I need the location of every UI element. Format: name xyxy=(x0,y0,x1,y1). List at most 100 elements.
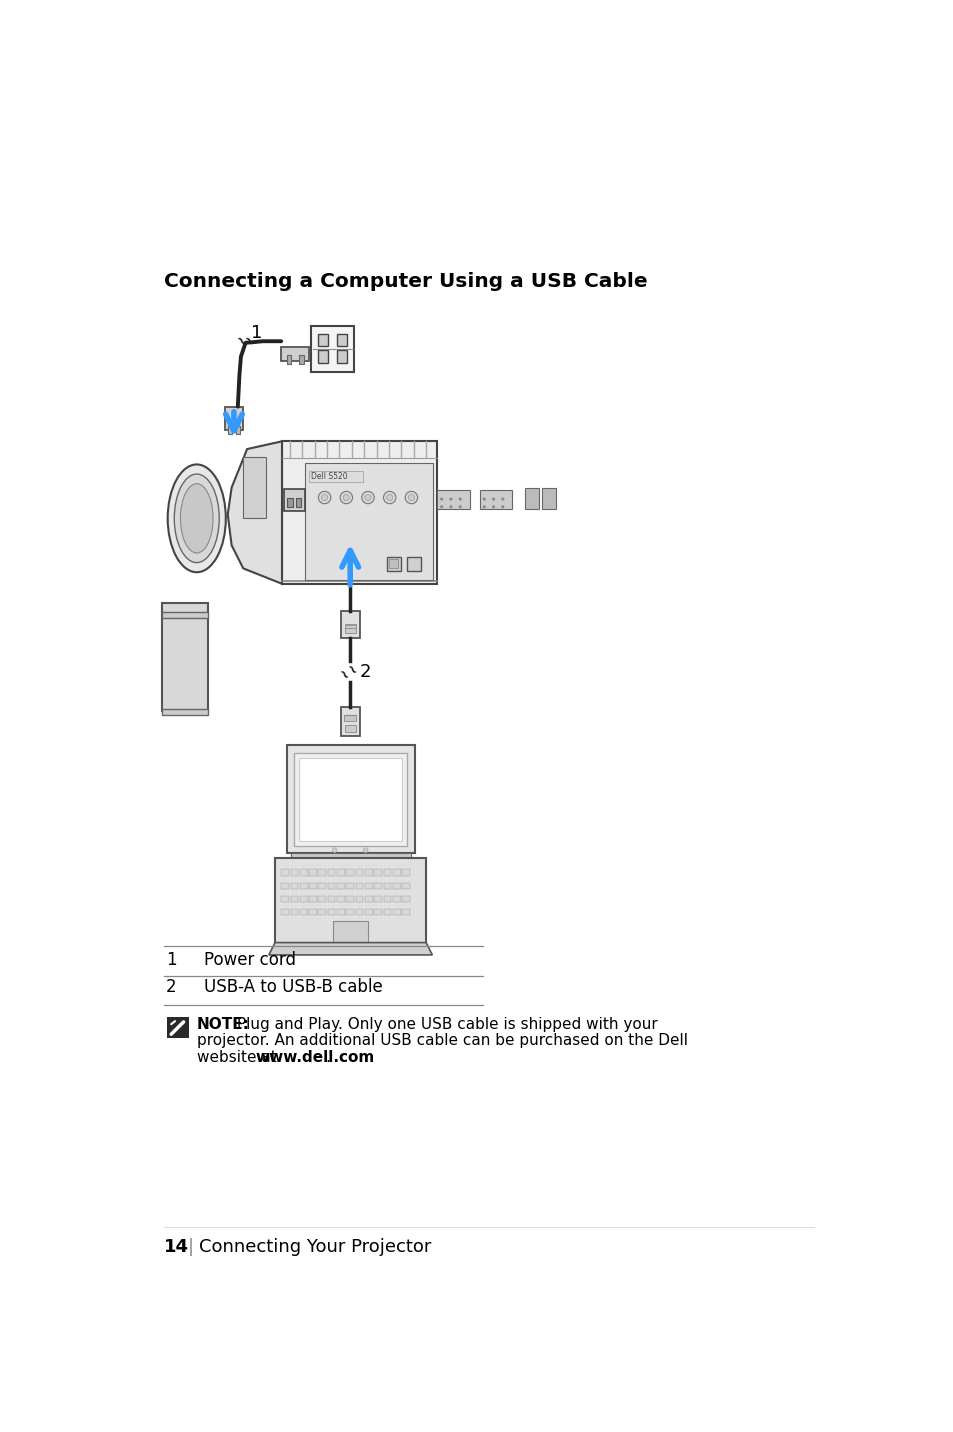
Bar xyxy=(383,909,391,915)
Text: website at: website at xyxy=(196,1051,281,1065)
Bar xyxy=(344,715,356,720)
Circle shape xyxy=(500,497,504,501)
Bar xyxy=(299,909,307,915)
Bar xyxy=(355,895,363,902)
Bar xyxy=(328,909,335,915)
Text: Plug and Play. Only one USB cable is shipped with your: Plug and Play. Only one USB cable is shi… xyxy=(233,1017,658,1031)
Circle shape xyxy=(439,497,443,501)
Text: Connecting Your Projector: Connecting Your Projector xyxy=(199,1239,431,1256)
Bar xyxy=(294,753,406,845)
Circle shape xyxy=(482,505,485,508)
Circle shape xyxy=(482,497,485,501)
Bar xyxy=(299,882,307,889)
Bar xyxy=(336,869,344,875)
Bar xyxy=(374,895,381,902)
Bar xyxy=(305,463,433,580)
Bar xyxy=(291,882,298,889)
Bar xyxy=(365,869,373,875)
Bar xyxy=(393,895,400,902)
Bar xyxy=(318,869,326,875)
Bar xyxy=(402,882,410,889)
Circle shape xyxy=(449,497,452,501)
Bar xyxy=(365,882,373,889)
Bar xyxy=(236,425,240,434)
Bar xyxy=(243,457,266,518)
Bar xyxy=(402,895,410,902)
Bar xyxy=(286,355,291,364)
Bar xyxy=(162,709,208,715)
Circle shape xyxy=(383,491,395,504)
Bar xyxy=(318,882,326,889)
Bar xyxy=(393,909,400,915)
Text: ~: ~ xyxy=(238,334,256,352)
Text: 1: 1 xyxy=(251,324,262,341)
Circle shape xyxy=(343,494,349,501)
Bar xyxy=(383,895,391,902)
Bar xyxy=(355,909,363,915)
Bar xyxy=(167,1017,189,1038)
Bar xyxy=(524,487,537,510)
Polygon shape xyxy=(269,942,432,955)
Bar xyxy=(291,895,298,902)
Ellipse shape xyxy=(180,484,213,553)
Bar xyxy=(281,869,289,875)
Bar xyxy=(318,909,326,915)
Bar xyxy=(298,355,303,364)
Bar xyxy=(291,853,410,858)
Text: 2: 2 xyxy=(166,978,176,997)
Bar xyxy=(318,334,328,347)
Bar xyxy=(386,557,400,571)
Text: USB-A to USB-B cable: USB-A to USB-B cable xyxy=(204,978,383,997)
Bar xyxy=(541,487,555,510)
Bar xyxy=(336,895,344,902)
Text: Dell S520: Dell S520 xyxy=(311,473,348,481)
Bar xyxy=(309,909,316,915)
Bar xyxy=(287,497,293,507)
Bar xyxy=(393,882,400,889)
Bar xyxy=(286,746,415,853)
Bar xyxy=(402,869,410,875)
Polygon shape xyxy=(229,422,238,427)
Ellipse shape xyxy=(174,474,219,563)
Circle shape xyxy=(318,491,331,504)
Circle shape xyxy=(439,505,443,508)
Bar xyxy=(344,626,355,633)
Circle shape xyxy=(363,848,368,852)
Text: www.dell.com: www.dell.com xyxy=(255,1051,375,1065)
Circle shape xyxy=(492,497,495,501)
Bar xyxy=(436,490,469,510)
Circle shape xyxy=(500,505,504,508)
Ellipse shape xyxy=(168,464,226,573)
Bar xyxy=(291,869,298,875)
Bar xyxy=(309,882,316,889)
Bar xyxy=(282,441,436,584)
Text: .: . xyxy=(325,1051,330,1065)
Bar xyxy=(162,603,208,710)
Circle shape xyxy=(365,494,371,501)
Bar xyxy=(365,909,373,915)
Bar xyxy=(162,613,208,619)
Bar xyxy=(295,497,301,507)
Bar xyxy=(299,895,307,902)
Circle shape xyxy=(321,494,328,501)
Polygon shape xyxy=(228,441,282,584)
Bar xyxy=(228,425,232,434)
Bar xyxy=(281,895,289,902)
Circle shape xyxy=(361,491,374,504)
Circle shape xyxy=(458,497,461,501)
Bar xyxy=(309,895,316,902)
Circle shape xyxy=(386,494,393,501)
Bar xyxy=(224,407,243,430)
Bar xyxy=(299,869,307,875)
Bar xyxy=(328,869,335,875)
Bar xyxy=(281,882,289,889)
Bar xyxy=(281,348,309,361)
Circle shape xyxy=(340,491,353,504)
Text: ~: ~ xyxy=(333,667,351,684)
Bar xyxy=(346,869,354,875)
Bar xyxy=(389,558,397,569)
Bar xyxy=(309,869,316,875)
Bar xyxy=(365,895,373,902)
Bar xyxy=(328,895,335,902)
Bar xyxy=(346,909,354,915)
